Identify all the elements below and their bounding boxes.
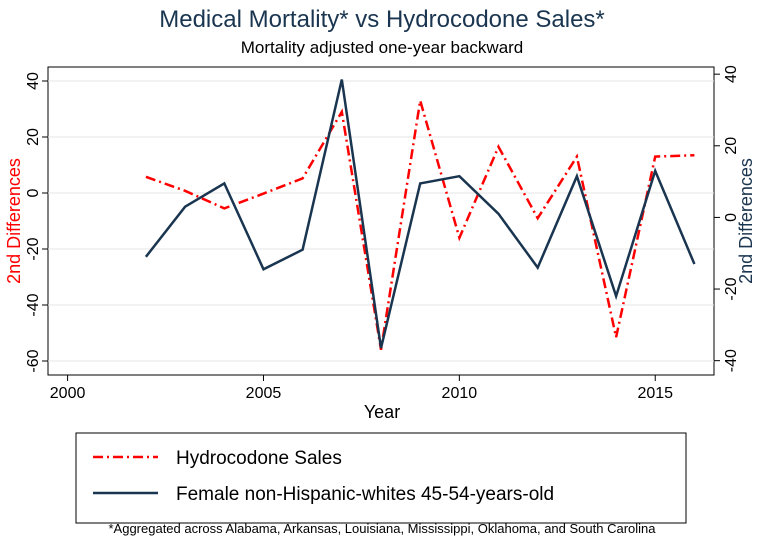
x-tick-label: 2015 <box>637 385 673 402</box>
footnote: *Aggregated across Alabama, Arkansas, Lo… <box>108 521 656 536</box>
x-tick-label: 2010 <box>442 385 478 402</box>
x-tick-label: 2005 <box>246 385 282 402</box>
left-y-tick-label: -40 <box>25 293 42 316</box>
left-y-tick-label: -20 <box>25 237 42 260</box>
series-lines <box>144 79 696 351</box>
legend-label-hydrocodone: Hydrocodone Sales <box>176 448 342 469</box>
left-y-tick-label: -60 <box>25 349 42 372</box>
right-y-tick-label: -20 <box>723 277 740 300</box>
right-y-tick-label: 20 <box>723 137 740 155</box>
plot-area <box>47 66 715 376</box>
right-y-axis-label: 2nd Differences <box>736 158 756 284</box>
right-y-tick-label: 40 <box>723 65 740 83</box>
gridlines <box>48 80 714 362</box>
legend-label-mortality: Female non-Hispanic-whites 45-54-years-o… <box>176 484 554 505</box>
right-y-tick-label: -40 <box>723 349 740 372</box>
legend <box>75 432 687 524</box>
chart-subtitle: Mortality adjusted one-year backward <box>241 38 524 57</box>
left-y-tick-label: 20 <box>25 128 42 146</box>
left-y-tick-label: 40 <box>25 72 42 90</box>
chart-title: Medical Mortality* vs Hydrocodone Sales* <box>159 6 605 33</box>
series-line-mortality <box>144 79 696 349</box>
right-y-tick-label: 0 <box>723 213 740 222</box>
x-axis-label: Year <box>364 402 400 422</box>
x-tick-label: 2000 <box>50 385 86 402</box>
left-y-tick-label: 0 <box>25 188 42 197</box>
axes: 2000 2005 2010 2015 40 20 0 -20 -40 -60 40 20 0 -20 -4… <box>25 65 740 402</box>
left-y-axis-label: 2nd Differences <box>4 158 24 284</box>
